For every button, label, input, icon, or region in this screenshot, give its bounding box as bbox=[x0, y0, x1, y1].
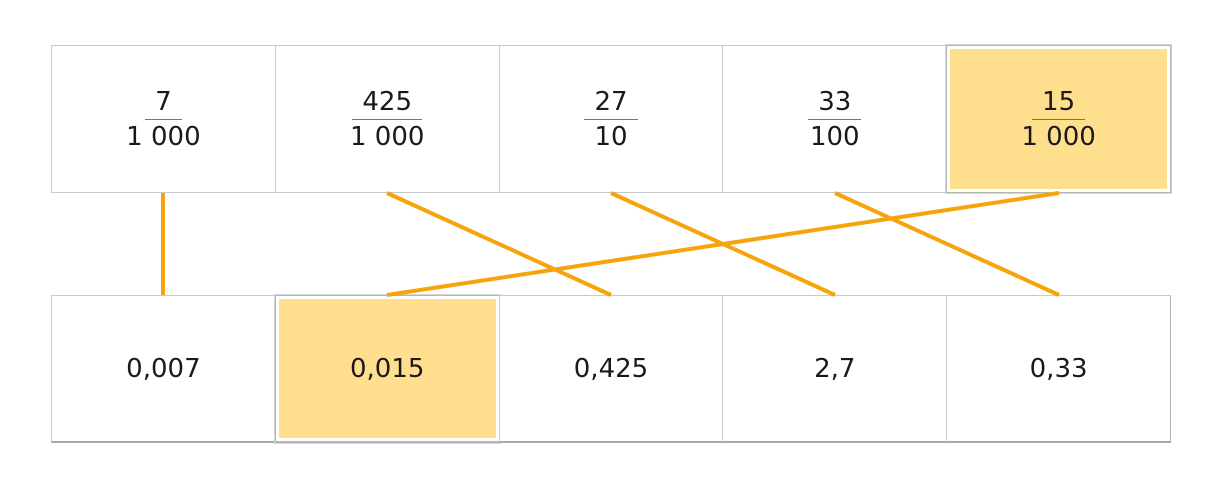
connection-line-3 bbox=[610, 191, 836, 297]
fraction-denominator: 1 000 bbox=[126, 121, 201, 152]
decimal-value: 2,7 bbox=[814, 353, 856, 384]
fraction-card-3[interactable]: 27 10 bbox=[498, 45, 724, 193]
fraction-numerator: 15 bbox=[1032, 87, 1086, 120]
fraction-denominator: 1 000 bbox=[349, 121, 425, 152]
decimal-card-1[interactable]: 0,007 bbox=[51, 295, 276, 443]
fraction-card-4[interactable]: 33 100 bbox=[722, 45, 948, 193]
fraction-denominator: 100 bbox=[809, 121, 860, 152]
decimal-card-5[interactable]: 0,33 bbox=[946, 295, 1171, 443]
fraction-denominator: 1 000 bbox=[1021, 121, 1096, 152]
connection-line-2 bbox=[386, 191, 612, 297]
fraction-5: 15 1 000 bbox=[1021, 87, 1095, 152]
decimal-card-2[interactable]: 0,015 bbox=[274, 295, 500, 443]
fraction-card-2[interactable]: 425 1 000 bbox=[274, 45, 500, 193]
decimal-value: 0,007 bbox=[126, 353, 201, 384]
connection-line-5 bbox=[386, 191, 1060, 297]
connection-line-4 bbox=[834, 191, 1060, 297]
fraction-1: 7 1 000 bbox=[126, 87, 200, 152]
decimal-row: 0,007 0,015 0,425 2,7 0,33 bbox=[51, 295, 1171, 443]
fraction-numerator: 425 bbox=[352, 87, 422, 120]
fraction-denominator: 10 bbox=[594, 121, 628, 152]
fraction-numerator: 27 bbox=[584, 87, 638, 120]
fraction-numerator: 33 bbox=[808, 87, 862, 120]
fraction-2: 425 1 000 bbox=[350, 87, 424, 152]
decimal-value: 0,425 bbox=[573, 353, 649, 384]
fraction-4: 33 100 bbox=[808, 87, 862, 152]
decimal-card-3[interactable]: 0,425 bbox=[498, 295, 724, 443]
fraction-3: 27 10 bbox=[584, 87, 638, 152]
fraction-numerator: 7 bbox=[145, 87, 182, 120]
decimal-value: 0,015 bbox=[349, 353, 425, 384]
decimal-card-4[interactable]: 2,7 bbox=[722, 295, 948, 443]
fraction-card-5[interactable]: 15 1 000 bbox=[946, 45, 1171, 193]
decimal-value: 0,33 bbox=[1029, 353, 1088, 384]
fraction-card-1[interactable]: 7 1 000 bbox=[51, 45, 276, 193]
fraction-row: 7 1 000 425 1 000 27 10 33 100 15 1 000 bbox=[51, 45, 1171, 193]
